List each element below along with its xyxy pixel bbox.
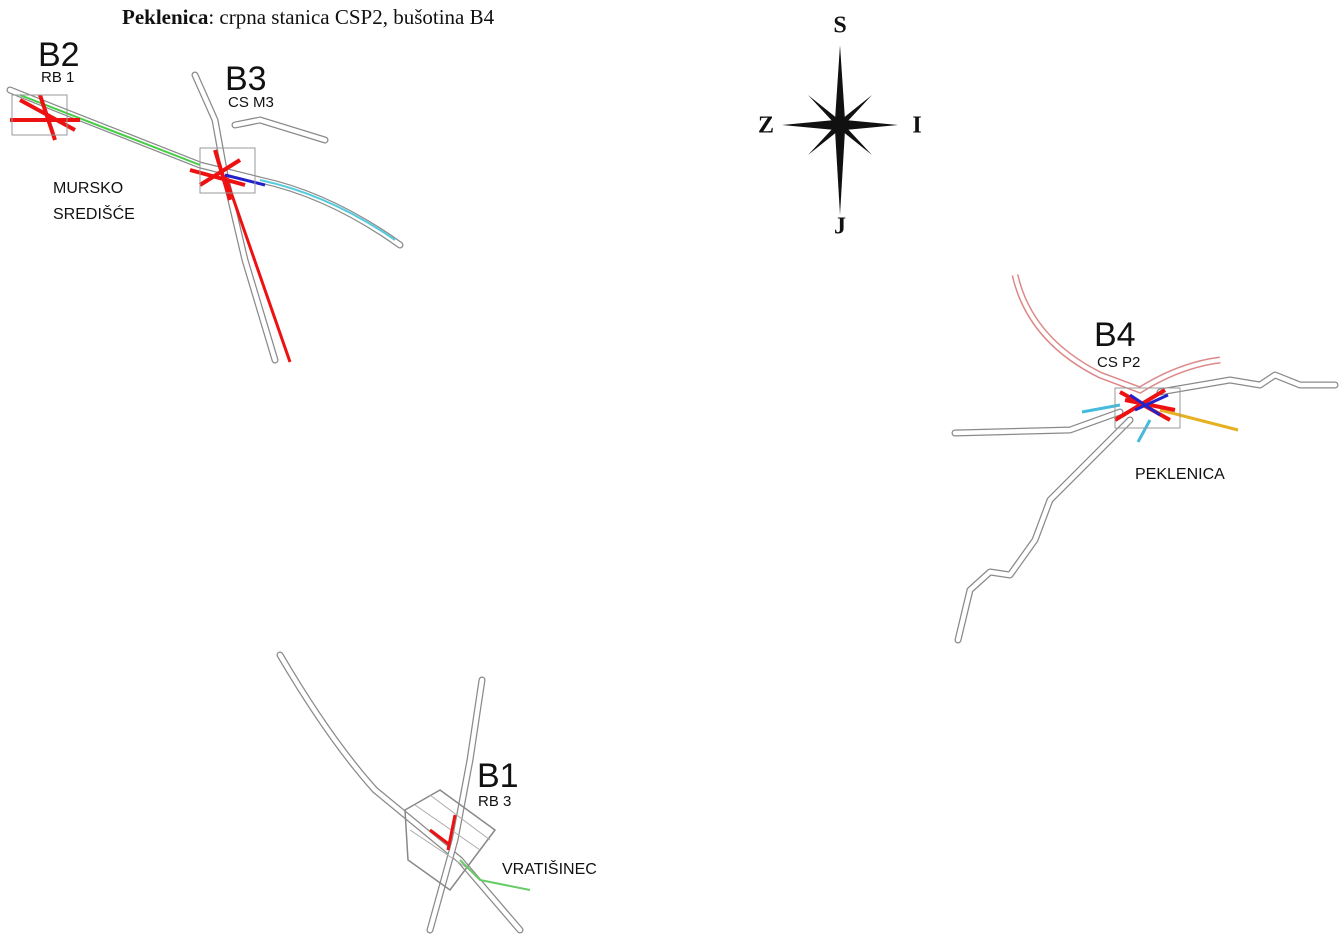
site-code: B2 xyxy=(38,36,80,74)
compass-rose xyxy=(782,45,898,215)
place-name: PEKLENICA xyxy=(1135,466,1225,483)
site-station: RB 1 xyxy=(41,69,74,86)
compass-east: I xyxy=(912,113,921,139)
compass-north: S xyxy=(833,13,846,39)
site-code: B1 xyxy=(477,757,519,795)
compass-south: J xyxy=(834,214,846,240)
site-station: RB 3 xyxy=(478,793,511,810)
caption-bold: Peklenica xyxy=(122,5,209,29)
roads-b2-b3 xyxy=(6,71,404,364)
caption-text: : crpna stanica CSP2, bušotina B4 xyxy=(208,5,494,29)
compass-west: Z xyxy=(758,113,774,139)
site-station: CS M3 xyxy=(228,94,274,111)
site-station: CS P2 xyxy=(1097,354,1140,371)
roads-b1 xyxy=(276,651,531,934)
place-name: VRATIŠINEC xyxy=(502,859,597,878)
roads-b4 xyxy=(951,274,1339,644)
site-code: B3 xyxy=(225,60,267,98)
place-name: MURSKO xyxy=(53,180,123,197)
site-code: B4 xyxy=(1094,316,1136,354)
caption: Peklenica: crpna stanica CSP2, bušotina … xyxy=(122,5,495,29)
place-name: SREDIŠĆE xyxy=(53,204,135,223)
